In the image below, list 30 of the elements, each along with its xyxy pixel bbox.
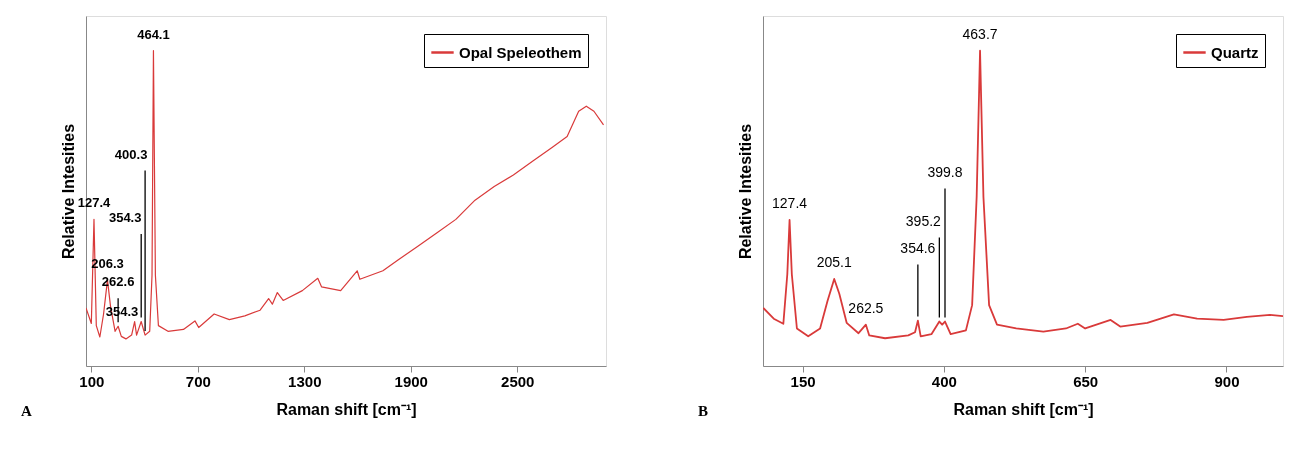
x-axis-title: Raman shift [cm⁻¹]: [953, 400, 1094, 418]
x-axis-title: Raman shift [cm⁻¹]: [276, 400, 417, 418]
annotation: 399.8: [927, 163, 963, 180]
x-tick-label: 1300: [288, 372, 322, 390]
annotation: 127.4: [772, 195, 808, 212]
x-tick-label: 400: [931, 372, 957, 390]
x-tick-label: 100: [79, 372, 105, 390]
y-axis-title: Relative Intesities: [59, 123, 77, 260]
legend-label: Opal Speleothem: [459, 43, 582, 61]
annotation: 464.1: [137, 26, 170, 42]
annotation: 127.4: [77, 195, 112, 211]
annotation: 400.3: [114, 146, 148, 162]
annotation: 395.2: [905, 212, 942, 229]
x-tick-label: 700: [185, 372, 211, 390]
x-tick-label: 150: [790, 372, 816, 390]
annotation: 463.7: [962, 25, 998, 42]
annotation: 354.6: [900, 239, 936, 256]
x-tick-label: 650: [1073, 372, 1099, 390]
annotation: 354.3: [108, 210, 142, 226]
text: B: [698, 403, 709, 419]
annotation: 262.6: [101, 274, 135, 290]
legend-label: Quartz: [1211, 43, 1259, 61]
x-tick-label: 900: [1214, 372, 1240, 390]
y-axis-title: Relative Intesities: [736, 123, 754, 260]
x-tick-label: 2500: [501, 372, 535, 390]
x-tick-label: 1900: [394, 372, 428, 390]
annotation: 206.3: [91, 255, 124, 271]
text: A: [21, 403, 32, 419]
annotation: 262.5: [848, 299, 884, 316]
annotation: 205.1: [816, 253, 852, 270]
